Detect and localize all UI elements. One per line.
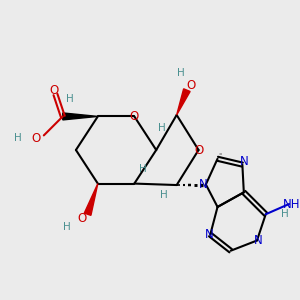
Text: NH: NH [283, 197, 300, 211]
Text: O: O [130, 110, 139, 123]
Text: H: H [14, 133, 22, 143]
Text: O: O [77, 212, 86, 225]
Polygon shape [177, 89, 190, 115]
Text: H: H [63, 222, 71, 233]
Text: H: H [177, 68, 185, 78]
Text: O: O [194, 143, 203, 157]
Text: O: O [187, 79, 196, 92]
Text: H: H [66, 94, 74, 104]
Text: H: H [281, 209, 289, 219]
Text: N: N [199, 178, 207, 191]
Text: H: H [158, 123, 166, 133]
Text: O: O [50, 84, 58, 97]
Text: N: N [239, 155, 248, 168]
Polygon shape [84, 184, 98, 215]
Text: H: H [139, 164, 147, 174]
Text: N: N [204, 228, 213, 241]
Text: H: H [160, 190, 168, 200]
Polygon shape [63, 113, 98, 120]
Text: N: N [254, 234, 263, 247]
Text: =: = [219, 152, 222, 156]
Text: O: O [32, 132, 41, 145]
